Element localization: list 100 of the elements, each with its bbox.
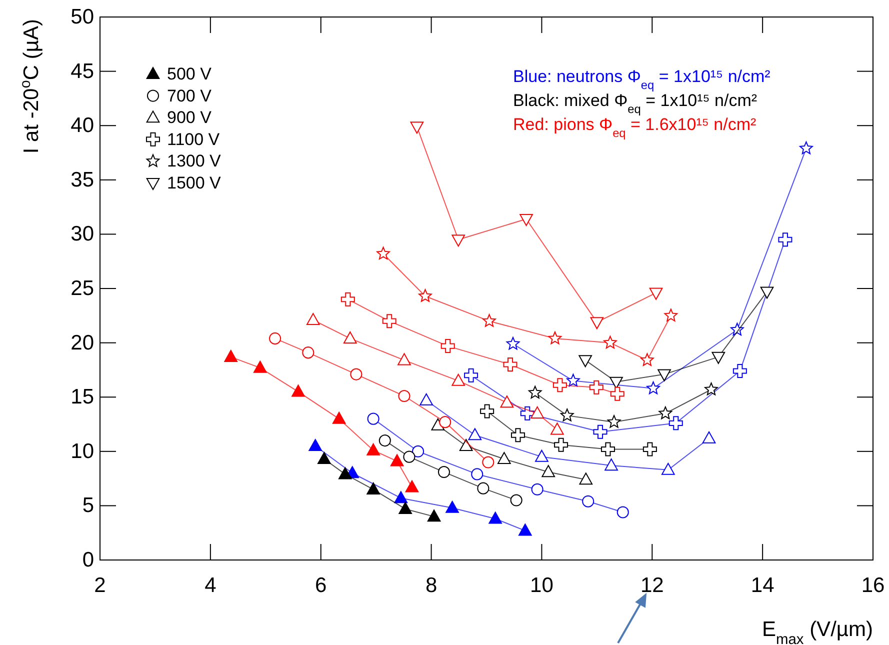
x-tick-label: 12 bbox=[640, 574, 664, 597]
point bbox=[503, 358, 518, 372]
point bbox=[566, 374, 580, 387]
x-tick-label: 10 bbox=[530, 574, 554, 597]
point bbox=[616, 506, 629, 518]
point bbox=[778, 232, 792, 247]
point bbox=[459, 438, 473, 452]
point bbox=[440, 339, 455, 354]
point bbox=[366, 482, 380, 494]
point bbox=[382, 314, 396, 328]
point bbox=[658, 369, 671, 382]
point bbox=[610, 376, 623, 389]
point bbox=[589, 380, 604, 394]
point bbox=[338, 467, 352, 480]
y-tick-label: 25 bbox=[70, 277, 94, 300]
point bbox=[438, 466, 450, 478]
point bbox=[520, 214, 533, 226]
point bbox=[343, 331, 357, 344]
y-tick-label: 50 bbox=[70, 6, 94, 28]
point bbox=[439, 416, 452, 428]
point bbox=[302, 346, 314, 359]
point bbox=[464, 368, 478, 382]
point bbox=[590, 317, 604, 330]
point bbox=[477, 482, 490, 494]
point bbox=[452, 374, 466, 386]
point bbox=[468, 428, 482, 440]
point bbox=[480, 404, 494, 418]
point bbox=[661, 462, 675, 475]
y-tick-label: 0 bbox=[82, 548, 94, 572]
legend-label: 900 V bbox=[167, 108, 212, 128]
point bbox=[410, 122, 424, 134]
point bbox=[471, 468, 484, 480]
point bbox=[518, 524, 532, 536]
point bbox=[446, 500, 459, 513]
point bbox=[366, 443, 380, 456]
point bbox=[500, 396, 514, 408]
point bbox=[332, 412, 346, 424]
point bbox=[535, 450, 548, 462]
point bbox=[530, 406, 544, 418]
point bbox=[405, 480, 419, 492]
x-tick-label: 14 bbox=[750, 574, 775, 597]
point bbox=[420, 393, 433, 406]
point bbox=[224, 350, 238, 362]
point bbox=[340, 292, 355, 306]
annotation: Blue: neutrons Φ$_{eq}$ = 1x10¹⁵ n/cm² bbox=[513, 67, 771, 92]
point bbox=[800, 141, 813, 154]
point bbox=[306, 312, 320, 326]
point bbox=[593, 424, 608, 439]
point bbox=[528, 386, 542, 399]
point bbox=[482, 314, 496, 327]
x-tick-label: 16 bbox=[861, 574, 885, 597]
point bbox=[600, 442, 615, 456]
point bbox=[712, 352, 726, 364]
point bbox=[398, 502, 412, 514]
point bbox=[702, 431, 716, 444]
point bbox=[554, 438, 568, 452]
point bbox=[604, 336, 617, 349]
point bbox=[548, 331, 562, 344]
point bbox=[560, 408, 574, 422]
y-tick-label: 30 bbox=[70, 222, 94, 246]
x-tick-label: 8 bbox=[425, 574, 438, 597]
point bbox=[308, 438, 322, 452]
y-tick-label: 20 bbox=[70, 331, 94, 354]
x-tick-label: 2 bbox=[94, 574, 106, 597]
x-tick-label: 6 bbox=[315, 574, 327, 597]
point bbox=[664, 308, 678, 322]
point bbox=[452, 234, 466, 247]
point bbox=[578, 355, 592, 368]
legend-label: 1500 V bbox=[167, 174, 222, 192]
point bbox=[253, 360, 267, 373]
legend-label: 1100 V bbox=[167, 130, 220, 149]
point bbox=[350, 368, 362, 380]
point bbox=[531, 483, 544, 496]
point bbox=[398, 390, 410, 402]
point bbox=[510, 428, 525, 442]
point bbox=[668, 416, 683, 430]
point bbox=[760, 286, 774, 299]
annotation: Red: pions Φ$_{eq}$ = 1.6x10¹⁵ n/cm² bbox=[513, 115, 756, 140]
point bbox=[607, 415, 621, 428]
point bbox=[497, 452, 511, 464]
y-tick-label: 35 bbox=[70, 168, 94, 192]
point bbox=[510, 494, 522, 506]
legend-label: 700 V bbox=[167, 86, 212, 106]
point bbox=[732, 364, 747, 378]
point bbox=[378, 434, 391, 447]
point bbox=[398, 353, 411, 366]
point bbox=[542, 465, 556, 478]
annotation: Black: mixed Φ$_{eq}$ = 1x10¹⁵ n/cm² bbox=[513, 91, 758, 116]
point bbox=[646, 381, 660, 394]
point bbox=[394, 491, 408, 504]
point bbox=[506, 336, 520, 350]
point bbox=[412, 445, 424, 458]
point bbox=[482, 456, 494, 468]
point bbox=[604, 458, 618, 471]
x-axis-title: E$_{max}$ (V/µm) bbox=[762, 618, 873, 645]
legend-label: 1300 V bbox=[167, 152, 222, 171]
point bbox=[317, 452, 331, 464]
point bbox=[640, 353, 654, 366]
point bbox=[649, 288, 663, 300]
point bbox=[367, 412, 380, 425]
